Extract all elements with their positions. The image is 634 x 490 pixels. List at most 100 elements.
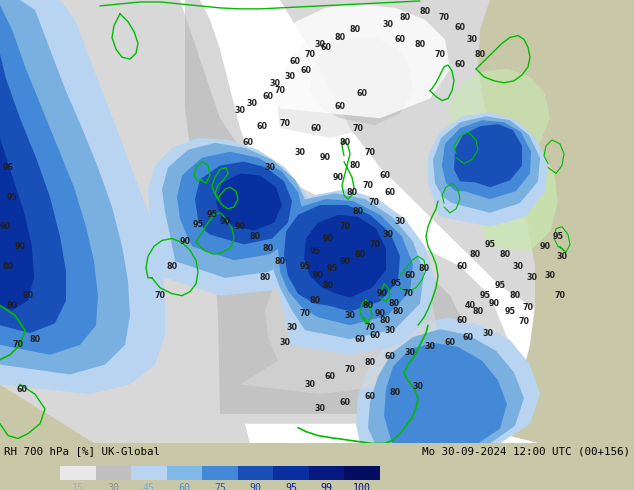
Text: 80: 80	[389, 299, 399, 308]
Text: 30: 30	[269, 79, 280, 88]
Text: 80: 80	[29, 336, 41, 344]
Text: 80: 80	[323, 281, 333, 290]
Bar	[344, 466, 380, 480]
Polygon shape	[148, 138, 320, 295]
Text: 30: 30	[425, 343, 436, 351]
Text: 60: 60	[456, 316, 467, 325]
Text: 80: 80	[262, 244, 273, 253]
Polygon shape	[185, 0, 470, 414]
Text: 60: 60	[394, 35, 406, 44]
Text: 95: 95	[309, 247, 321, 256]
Text: 70: 70	[403, 289, 413, 298]
Text: 30: 30	[382, 20, 394, 29]
Text: 60: 60	[384, 188, 396, 196]
Text: 30: 30	[264, 163, 276, 172]
Bar	[167, 466, 202, 480]
Text: 80: 80	[365, 358, 375, 367]
Text: 60: 60	[370, 331, 380, 340]
Text: 30: 30	[404, 348, 415, 357]
Polygon shape	[310, 37, 413, 125]
Text: 90: 90	[489, 299, 500, 308]
Text: 70: 70	[155, 291, 165, 300]
Text: 96: 96	[3, 163, 13, 172]
Polygon shape	[0, 5, 98, 355]
Text: 60: 60	[365, 392, 375, 401]
Text: 30: 30	[384, 326, 396, 335]
Bar	[202, 466, 238, 480]
Text: 80: 80	[167, 262, 178, 270]
Text: 90: 90	[375, 309, 385, 318]
Text: 95: 95	[207, 210, 217, 220]
Text: 60: 60	[262, 92, 273, 101]
Text: 30: 30	[344, 311, 356, 320]
Text: 80: 80	[418, 264, 430, 272]
Bar	[309, 466, 344, 480]
Text: 70: 70	[275, 86, 285, 95]
Text: 90: 90	[313, 271, 323, 280]
Text: 80: 80	[379, 316, 391, 325]
Polygon shape	[272, 193, 424, 339]
Polygon shape	[458, 130, 558, 251]
Polygon shape	[0, 0, 250, 443]
Text: 80: 80	[363, 301, 373, 310]
Bar	[131, 466, 167, 480]
Text: 60: 60	[380, 171, 391, 180]
Text: 60: 60	[356, 89, 368, 98]
Text: 30: 30	[545, 271, 555, 280]
Text: 30: 30	[285, 73, 295, 81]
Polygon shape	[478, 0, 634, 443]
Text: 95: 95	[505, 307, 515, 316]
Text: 30: 30	[557, 252, 567, 261]
Text: 70: 70	[519, 317, 529, 326]
Polygon shape	[284, 205, 400, 312]
Text: 60: 60	[257, 122, 268, 131]
Polygon shape	[216, 173, 282, 231]
Text: 40: 40	[465, 301, 476, 310]
Text: 80: 80	[392, 307, 404, 316]
Text: 45: 45	[143, 483, 155, 490]
Text: 80: 80	[339, 138, 351, 147]
Text: 80: 80	[259, 273, 271, 282]
Polygon shape	[85, 0, 600, 443]
Polygon shape	[270, 189, 435, 355]
Text: 80: 80	[399, 13, 411, 22]
Text: 75: 75	[214, 483, 226, 490]
Text: 80: 80	[510, 291, 521, 300]
Polygon shape	[442, 120, 531, 199]
Text: 80: 80	[349, 25, 361, 34]
Text: 70: 70	[439, 13, 450, 22]
Text: 70: 70	[365, 148, 375, 157]
Text: 80: 80	[469, 250, 481, 259]
Text: 30: 30	[482, 329, 493, 338]
Text: 90: 90	[0, 222, 11, 231]
Text: 30: 30	[107, 483, 119, 490]
Text: 60: 60	[455, 60, 465, 69]
Text: Mo 30-09-2024 12:00 UTC (00+156): Mo 30-09-2024 12:00 UTC (00+156)	[422, 446, 630, 457]
Text: 80: 80	[389, 388, 401, 397]
Text: 70: 70	[522, 303, 533, 312]
Text: 80: 80	[415, 40, 425, 49]
Polygon shape	[177, 152, 304, 260]
Text: 30: 30	[235, 106, 245, 115]
Text: 95: 95	[6, 193, 18, 201]
Polygon shape	[304, 215, 386, 297]
Text: 80: 80	[249, 232, 261, 241]
Polygon shape	[0, 138, 34, 311]
Text: 15: 15	[72, 483, 84, 490]
Text: 60: 60	[335, 102, 346, 111]
Polygon shape	[0, 54, 66, 333]
Text: 70: 70	[363, 181, 373, 190]
Text: 95: 95	[327, 264, 337, 272]
Text: 80: 80	[309, 296, 321, 305]
Text: 70: 70	[370, 240, 380, 249]
Polygon shape	[268, 4, 450, 118]
Text: 70: 70	[434, 49, 446, 59]
Polygon shape	[162, 143, 312, 278]
Text: 90: 90	[320, 153, 330, 162]
Polygon shape	[428, 112, 548, 227]
Polygon shape	[0, 0, 634, 443]
Text: 95: 95	[285, 483, 297, 490]
Text: 80: 80	[275, 257, 285, 266]
Text: 60: 60	[242, 138, 254, 147]
Polygon shape	[433, 116, 540, 213]
